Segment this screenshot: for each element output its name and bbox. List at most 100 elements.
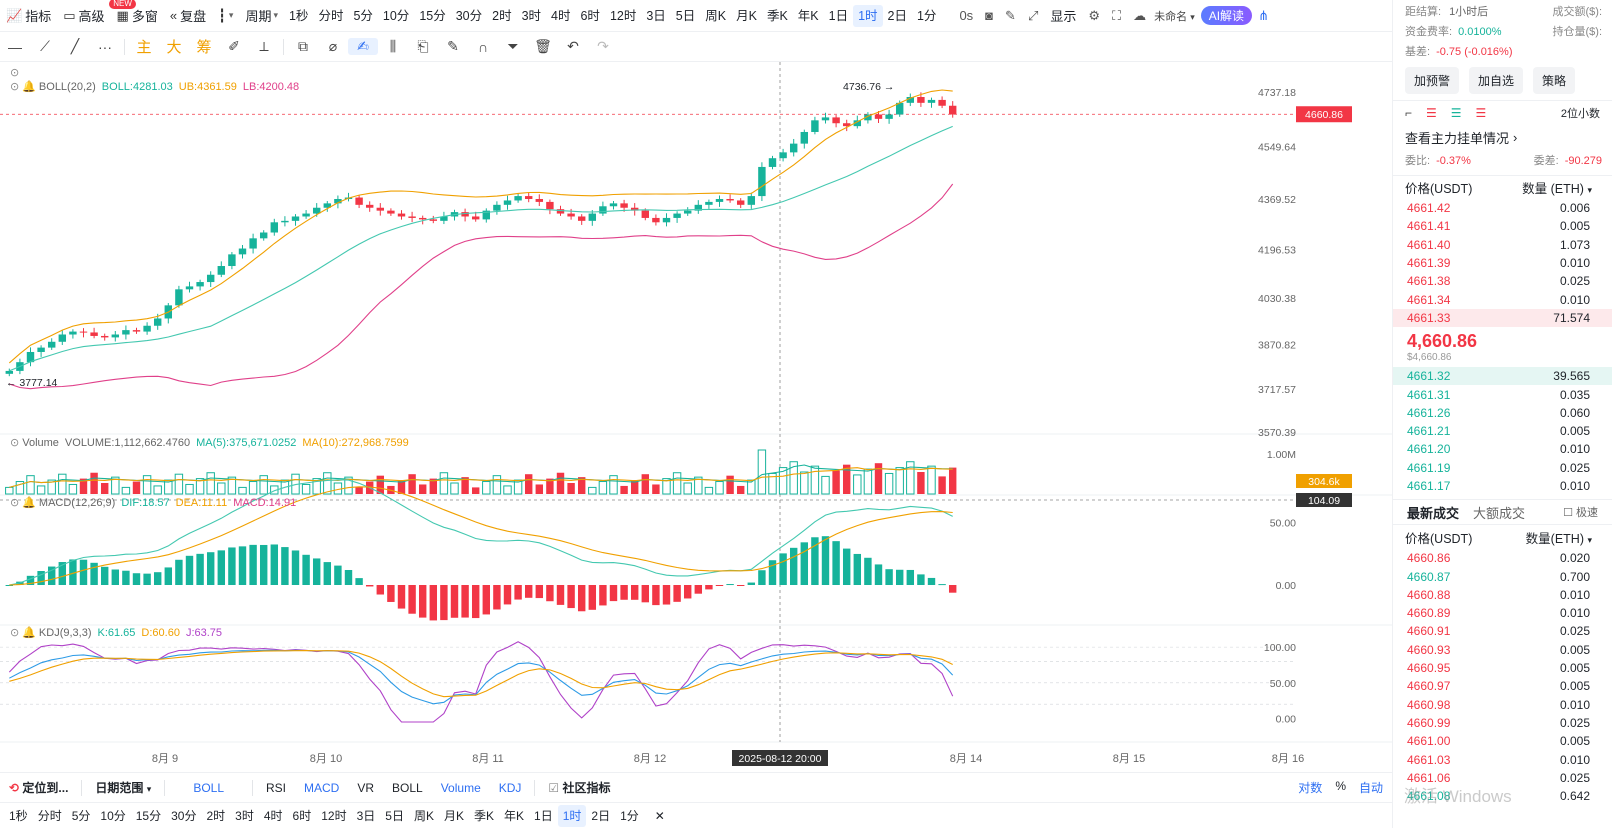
- decimals-select[interactable]: 2位小数: [1560, 108, 1600, 120]
- period-option[interactable]: 2时: [492, 8, 512, 23]
- indicator-boll[interactable]: BOLL: [392, 780, 423, 795]
- period-option[interactable]: 分时: [318, 8, 344, 23]
- orderbook-row[interactable]: 4661.33 71.574: [1393, 308, 1612, 328]
- bottom-period-option[interactable]: 2时: [206, 808, 226, 823]
- unnamed-layout-button[interactable]: 未命名 ▾: [1152, 8, 1197, 24]
- tab-latest-trades[interactable]: 最新成交: [1407, 505, 1460, 521]
- trend-line-icon[interactable]: ╱: [70, 38, 80, 54]
- large-order-button[interactable]: 大: [166, 39, 182, 56]
- add-alert-button[interactable]: 加预警: [1405, 67, 1460, 94]
- replay-button[interactable]: « 复盘: [164, 0, 212, 32]
- book-mode-icon[interactable]: ⌐: [1405, 106, 1413, 120]
- bottom-period-option[interactable]: 10分: [100, 808, 126, 823]
- log-scale-button[interactable]: 对数: [1298, 781, 1323, 795]
- multi-window-button[interactable]: ▦ 多窗: [111, 0, 164, 32]
- period-option[interactable]: 12时: [609, 8, 637, 23]
- bottom-period-option[interactable]: 月K: [443, 808, 464, 823]
- note-icon[interactable]: ✐: [228, 38, 240, 54]
- period-option[interactable]: 1秒: [288, 8, 309, 23]
- chart-canvas[interactable]: 4736.76 → ← 3777.14 4737.18 4549.64 4369.52 4…: [0, 62, 1392, 772]
- edit-icon[interactable]: ✎: [447, 38, 459, 54]
- chevron-down-icon[interactable]: ⊙: [10, 497, 20, 509]
- bottom-period-option[interactable]: 15分: [135, 808, 162, 823]
- share-icon[interactable]: ⋔: [1258, 7, 1269, 23]
- chevron-right-icon[interactable]: ⊙: [10, 67, 20, 79]
- clipboard-icon[interactable]: ⎗: [417, 38, 429, 54]
- bottom-period-option[interactable]: 5分: [71, 808, 91, 823]
- bottom-period-option[interactable]: 1时: [557, 804, 587, 827]
- chevron-down-icon[interactable]: ⊙: [10, 627, 20, 639]
- tab-large-trades[interactable]: 大额成交: [1473, 505, 1526, 521]
- ai-interpret-button[interactable]: AI解读: [1200, 6, 1253, 25]
- draw-icon[interactable]: ✍: [348, 38, 378, 55]
- locate-button[interactable]: ⟲ 定位到...: [0, 779, 77, 796]
- main-orders-link[interactable]: 查看主力挂单情况 ›: [1393, 125, 1612, 149]
- bottom-period-option[interactable]: 12时: [321, 808, 347, 823]
- period-option[interactable]: 15分: [419, 8, 446, 23]
- indicator-boll-main[interactable]: BOLL: [193, 780, 224, 795]
- chevron-down-icon[interactable]: ⊙: [10, 81, 20, 93]
- fast-mode-checkbox[interactable]: ☐ 极速: [1563, 507, 1598, 520]
- main-force-button[interactable]: 主: [136, 39, 152, 56]
- orderbook-row[interactable]: 4661.38 0.025: [1393, 272, 1612, 290]
- book-bids-icon[interactable]: ☰: [1450, 106, 1462, 120]
- indicator-button[interactable]: 📈 指标: [0, 0, 57, 32]
- more-tools-icon[interactable]: ···: [98, 38, 112, 55]
- percent-scale-button[interactable]: %: [1335, 779, 1346, 793]
- settings-icon[interactable]: ⚙: [1088, 7, 1101, 23]
- bottom-period-option[interactable]: 季K: [473, 808, 494, 823]
- ruler-icon[interactable]: ⟂: [259, 38, 269, 54]
- orderbook-row[interactable]: 4661.26 0.060: [1393, 404, 1612, 422]
- collapse-legend-toggle[interactable]: ⊙: [10, 66, 22, 79]
- period-option[interactable]: 1时: [853, 4, 883, 27]
- trades-qty-header[interactable]: 数量(ETH) ▾: [1526, 528, 1592, 547]
- indicator-kdj[interactable]: KDJ: [498, 780, 522, 795]
- bottom-period-option[interactable]: 4时: [263, 808, 283, 823]
- period-option[interactable]: 6时: [580, 8, 600, 23]
- auto-scale-button[interactable]: 自动: [1358, 781, 1383, 795]
- camera-icon[interactable]: ◙: [985, 8, 994, 23]
- indicator-macd[interactable]: MACD: [304, 780, 340, 795]
- period-option[interactable]: 5分: [353, 8, 373, 23]
- period-option[interactable]: 3时: [521, 8, 542, 23]
- book-both-icon[interactable]: ☰: [1426, 106, 1437, 120]
- orderbook-row[interactable]: 4661.19 0.025: [1393, 459, 1612, 477]
- community-indicators-button[interactable]: ☑ 社区指标: [539, 779, 619, 796]
- redo-icon[interactable]: ↷: [597, 38, 609, 54]
- chart-type-button[interactable]: ┇ ▾: [212, 0, 239, 32]
- trash-icon[interactable]: 🗑: [534, 38, 552, 54]
- close-icon[interactable]: ✕: [654, 808, 665, 823]
- chevron-down-icon[interactable]: ⊙: [10, 437, 20, 449]
- bottom-period-option[interactable]: 5日: [385, 808, 404, 823]
- bell-icon[interactable]: 🔔: [22, 81, 36, 93]
- period-button[interactable]: 周期 ▾: [239, 0, 284, 32]
- fullscreen-icon[interactable]: ⛶: [1112, 7, 1122, 23]
- qty-header[interactable]: 数量 (ETH) ▾: [1522, 178, 1592, 197]
- bottom-period-option[interactable]: 6时: [292, 808, 312, 823]
- book-asks-icon[interactable]: ☰: [1475, 106, 1487, 120]
- bottom-period-option[interactable]: 1分: [620, 808, 639, 823]
- horizontal-line-icon[interactable]: —: [8, 38, 22, 55]
- bottom-period-option[interactable]: 1秒: [9, 808, 28, 823]
- orderbook-row[interactable]: 4661.39 0.010: [1393, 254, 1612, 272]
- bottom-period-option[interactable]: 1日: [534, 808, 553, 823]
- period-option[interactable]: 3日: [646, 8, 666, 23]
- indicator-vr[interactable]: VR: [357, 780, 375, 795]
- orderbook-row[interactable]: 4661.21 0.005: [1393, 422, 1612, 440]
- period-option[interactable]: 5日: [675, 8, 696, 23]
- orderbook-row[interactable]: 4661.31 0.035: [1393, 385, 1612, 403]
- period-option[interactable]: 4时: [551, 8, 571, 23]
- period-option[interactable]: 2日: [887, 8, 907, 23]
- period-option[interactable]: 月K: [736, 8, 757, 23]
- period-option[interactable]: 季K: [766, 8, 788, 23]
- bell-icon[interactable]: 🔔: [22, 497, 36, 509]
- bottom-period-option[interactable]: 分时: [37, 808, 62, 823]
- period-option[interactable]: 10分: [382, 8, 410, 23]
- cloud-icon[interactable]: ☁: [1133, 7, 1147, 23]
- chart-area[interactable]: 4736.76 → ← 3777.14 4737.18 4549.64 4369.52 4…: [0, 62, 1392, 772]
- indicator-volume[interactable]: Volume: [440, 780, 481, 795]
- chip-button[interactable]: 筹: [196, 39, 212, 56]
- candles-icon[interactable]: ⫼: [389, 38, 397, 54]
- date-range-button[interactable]: 日期范围 ▾: [86, 779, 160, 796]
- orderbook-row[interactable]: 4661.40 1.073: [1393, 236, 1612, 254]
